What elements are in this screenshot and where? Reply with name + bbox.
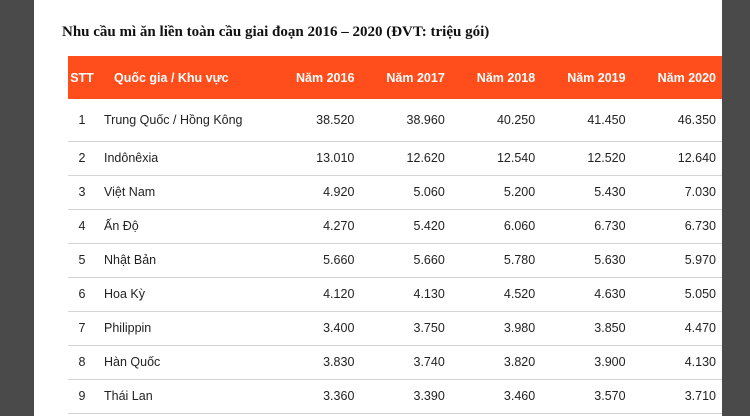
cell-2016: 3.360 xyxy=(270,379,361,414)
cell-stt: 8 xyxy=(68,345,96,380)
header-2016: Năm 2016 xyxy=(270,56,361,99)
cell-stt: 5 xyxy=(68,243,96,278)
cell-stt: 2 xyxy=(68,141,96,176)
cell-2017: 3.390 xyxy=(360,379,451,414)
cell-2016: 3.400 xyxy=(270,311,361,346)
cell-stt: 6 xyxy=(68,277,96,312)
table-title: Nhu cầu mì ăn liền toàn cầu giai đoạn 20… xyxy=(62,24,490,40)
header-country: Quốc gia / Khu vực xyxy=(96,56,270,99)
cell-country: Nhật Bản xyxy=(96,243,270,278)
cell-2019: 3.570 xyxy=(541,379,632,414)
cell-country: Thái Lan xyxy=(96,379,270,414)
cell-country: Hoa Kỳ xyxy=(96,277,270,312)
cell-2017: 38.960 xyxy=(360,99,451,142)
header-stt: STT xyxy=(68,56,96,99)
header-2020: Năm 2020 xyxy=(631,56,722,99)
cell-country: Trung Quốc / Hồng Kông xyxy=(96,99,270,142)
cell-2018: 3.820 xyxy=(450,345,542,380)
cell-2020: 12.640 xyxy=(631,141,722,176)
cell-2016: 3.830 xyxy=(270,345,361,380)
table-header-row: STT Quốc gia / Khu vực Năm 2016 Năm 2017… xyxy=(68,56,722,99)
table-row: 9 Thái Lan 3.360 3.390 3.460 3.570 3.710 xyxy=(68,379,722,414)
cell-2019: 5.430 xyxy=(541,175,632,210)
cell-2016: 4.120 xyxy=(270,277,361,312)
cell-country: Việt Nam xyxy=(96,175,270,210)
cell-country: Ấn Độ xyxy=(96,209,270,244)
cell-2017: 3.750 xyxy=(360,311,451,346)
table-row: 4 Ấn Độ 4.270 5.420 6.060 6.730 6.730 xyxy=(68,209,722,244)
cell-2019: 3.900 xyxy=(541,345,632,380)
cell-2018: 5.200 xyxy=(450,175,542,210)
cell-2018: 6.060 xyxy=(450,209,542,244)
cell-2020: 4.130 xyxy=(631,345,722,380)
cell-2017: 5.060 xyxy=(360,175,451,210)
cell-2018: 4.520 xyxy=(450,277,542,312)
cell-2020: 7.030 xyxy=(631,175,722,210)
cell-2020: 46.350 xyxy=(631,99,722,142)
header-2019: Năm 2019 xyxy=(541,56,632,99)
cell-2018: 3.980 xyxy=(450,311,542,346)
header-2017: Năm 2017 xyxy=(360,56,451,99)
cell-2020: 3.710 xyxy=(631,379,722,414)
cell-stt: 3 xyxy=(68,175,96,210)
cell-2019: 5.630 xyxy=(541,243,632,278)
cell-country: Indônêxia xyxy=(96,141,270,176)
cell-2016: 4.270 xyxy=(270,209,361,244)
table-row: 2 Indônêxia 13.010 12.620 12.540 12.520 12.640 xyxy=(68,141,722,176)
header-2018: Năm 2018 xyxy=(450,56,542,99)
cell-2017: 4.130 xyxy=(360,277,451,312)
cell-stt: 4 xyxy=(68,209,96,244)
cell-2018: 3.460 xyxy=(450,379,542,414)
cell-2019: 6.730 xyxy=(541,209,632,244)
cell-2019: 3.850 xyxy=(541,311,632,346)
document-page: Nhu cầu mì ăn liền toàn cầu giai đoạn 20… xyxy=(34,0,722,416)
cell-stt: 9 xyxy=(68,379,96,414)
cell-stt: 1 xyxy=(68,99,96,142)
cell-2019: 4.630 xyxy=(541,277,632,312)
cell-2017: 5.420 xyxy=(360,209,451,244)
cell-2016: 5.660 xyxy=(270,243,361,278)
cell-2017: 3.740 xyxy=(360,345,451,380)
cell-2018: 12.540 xyxy=(450,141,542,176)
cell-2020: 6.730 xyxy=(631,209,722,244)
cell-2020: 5.970 xyxy=(631,243,722,278)
table-row: 6 Hoa Kỳ 4.120 4.130 4.520 4.630 5.050 xyxy=(68,277,722,312)
cell-2019: 41.450 xyxy=(541,99,632,142)
cell-2017: 12.620 xyxy=(360,141,451,176)
cell-2017: 5.660 xyxy=(360,243,451,278)
cell-2018: 5.780 xyxy=(450,243,542,278)
cell-2016: 38.520 xyxy=(270,99,361,142)
table-row: 3 Việt Nam 4.920 5.060 5.200 5.430 7.030 xyxy=(68,175,722,210)
cell-2019: 12.520 xyxy=(541,141,632,176)
table-row: 1 Trung Quốc / Hồng Kông 38.520 38.960 40.25… xyxy=(68,99,722,142)
table-row: 7 Philippin 3.400 3.750 3.980 3.850 4.470 xyxy=(68,311,722,346)
cell-stt: 7 xyxy=(68,311,96,346)
table-row: 5 Nhật Bản 5.660 5.660 5.780 5.630 5.970 xyxy=(68,243,722,278)
cell-2018: 40.250 xyxy=(450,99,542,142)
cell-2016: 13.010 xyxy=(270,141,361,176)
cell-2020: 4.470 xyxy=(631,311,722,346)
table-row: 8 Hàn Quốc 3.830 3.740 3.820 3.900 4.130 xyxy=(68,345,722,380)
cell-country: Hàn Quốc xyxy=(96,345,270,380)
cell-2016: 4.920 xyxy=(270,175,361,210)
cell-2020: 5.050 xyxy=(631,277,722,312)
cell-country: Philippin xyxy=(96,311,270,346)
noodle-demand-table: STT Quốc gia / Khu vực Năm 2016 Năm 2017… xyxy=(68,56,722,414)
